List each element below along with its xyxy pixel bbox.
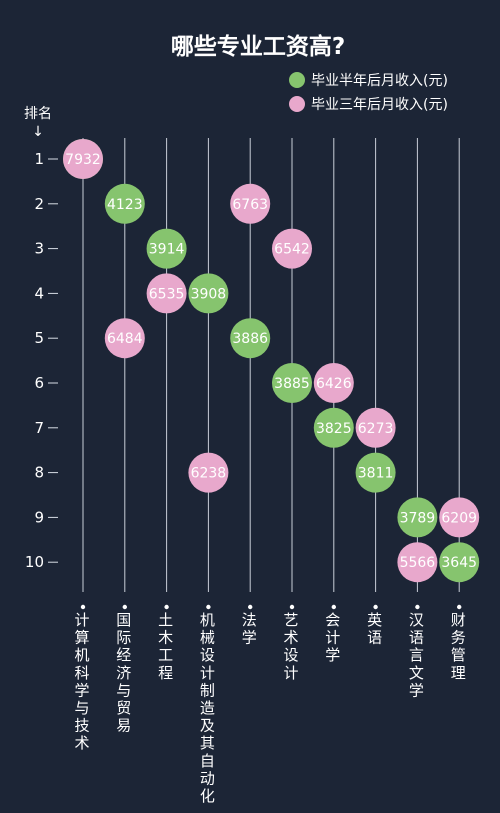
bubble-value-label: 6238 (191, 466, 227, 482)
bubble-value-label: 7932 (65, 152, 101, 168)
category-label: 艺术设计 (283, 611, 298, 682)
data-bubble (188, 452, 229, 493)
rank-tick-label: 5 (34, 329, 44, 347)
bubble-value-label: 6535 (149, 286, 185, 302)
rank-tick-label: 1 (34, 150, 44, 168)
category-label: 法学 (242, 611, 257, 647)
bubble-value-label: 6273 (358, 421, 394, 437)
bubble-value-label: 3886 (232, 331, 268, 347)
data-bubble (146, 273, 187, 314)
data-bubble (104, 318, 145, 359)
category-dot (80, 604, 86, 610)
bubble-value-label: 3811 (358, 466, 394, 482)
bubble-value-label: 6763 (232, 197, 268, 213)
bubble-value-label: 3825 (316, 421, 352, 437)
bubble-value-label: 3789 (400, 510, 436, 526)
bubble-value-label: 5566 (400, 555, 436, 571)
bubble-value-label: 3908 (191, 286, 227, 302)
category-label: 计算机科学与技术 (74, 611, 89, 752)
category-dot (248, 604, 253, 610)
legend-label: 毕业半年后月收入(元) (311, 73, 448, 89)
category-dot (164, 604, 169, 610)
category-dot (373, 604, 378, 610)
category-label: 汉语言文学 (409, 611, 424, 699)
rank-tick-label: 10 (25, 553, 44, 571)
category-label: 国际经济与贸易 (116, 611, 131, 735)
y-axis-arrow: ↓ (32, 124, 44, 140)
chart-title: 哪些专业工资高? (171, 33, 345, 60)
category-label: 英语 (367, 611, 382, 647)
bubble-value-label: 4123 (107, 197, 143, 213)
data-bubble (63, 139, 103, 179)
rank-tick-label: 6 (34, 374, 44, 392)
data-bubble (355, 452, 396, 493)
rank-ticks: 1 2 3 4 5 6 7 8 9 10 (25, 150, 58, 571)
data-bubble (146, 228, 187, 269)
rank-tick-label: 2 (34, 195, 44, 213)
rank-tick-label: 3 (34, 240, 44, 258)
bubble-value-label: 6542 (274, 242, 310, 258)
category-label: 会计学 (325, 611, 340, 664)
y-axis-label: 排名 (24, 106, 52, 122)
rank-tick-label: 9 (34, 508, 44, 526)
category-dot (457, 604, 462, 610)
category-dot (289, 604, 295, 610)
data-bubble (439, 542, 480, 583)
bubble-value-label: 6484 (107, 331, 143, 347)
category-label: 财务管理 (451, 611, 466, 682)
category-dot (415, 604, 420, 610)
bubble-value-label: 3885 (274, 376, 310, 392)
data-bubble (230, 183, 271, 224)
legend-swatch (289, 96, 305, 112)
category-labels: 计算机科学与技术 国际经济与贸易 土木工程 机械设计制造及其自动化 法学 艺术设计 会计学 英… (74, 611, 465, 805)
bubble-value-label: 3914 (149, 242, 185, 258)
data-bubble (313, 363, 354, 403)
category-dot (122, 604, 128, 610)
category-dot (206, 604, 211, 610)
rank-tick-label: 7 (34, 419, 44, 437)
bubble-value-label: 6426 (316, 376, 352, 392)
rank-tick-label: 4 (34, 284, 44, 302)
data-bubble (397, 542, 438, 583)
legend-swatch (289, 72, 305, 88)
data-bubble (355, 407, 396, 448)
data-bubble (188, 273, 229, 314)
bubble-value-label: 6209 (441, 510, 477, 526)
category-dot (331, 604, 336, 610)
data-bubble (397, 497, 438, 538)
data-bubble (439, 497, 480, 538)
data-bubble (104, 183, 145, 224)
data-points: 4978412339143908388638853825381137893645… (63, 139, 480, 583)
data-bubble (313, 407, 354, 448)
legend-label: 毕业三年后月收入(元) (311, 97, 448, 113)
rank-tick-label: 8 (34, 464, 44, 482)
category-label: 机械设计制造及其自动化 (200, 611, 215, 805)
bubble-value-label: 3645 (441, 555, 477, 571)
data-bubble (272, 228, 312, 269)
data-bubble (230, 318, 271, 359)
data-bubble (272, 363, 312, 403)
category-label: 土木工程 (158, 611, 173, 682)
legend: 毕业半年后月收入(元) 毕业三年后月收入(元) (289, 72, 448, 113)
